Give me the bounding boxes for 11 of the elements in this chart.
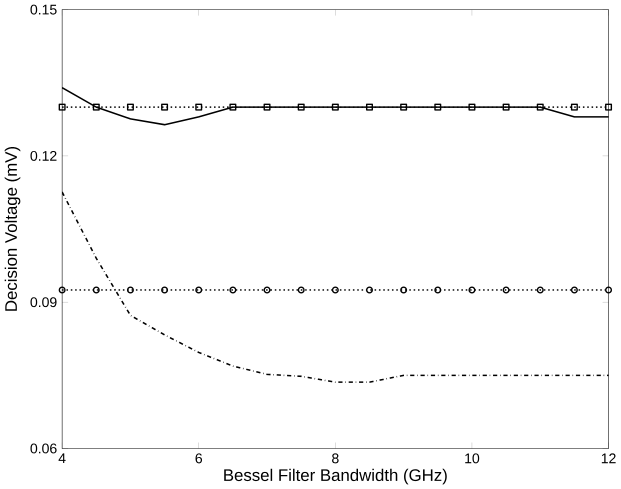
y-tick-label: 0.15 <box>30 4 57 15</box>
x-tick-label: 6 <box>196 453 202 464</box>
x-tick-label: 8 <box>332 453 339 464</box>
x-tick-label: 10 <box>465 453 480 464</box>
x-tick-label: 4 <box>58 453 66 464</box>
y-tick-label: 0.12 <box>30 150 56 161</box>
y-tick-label: 0.09 <box>30 297 57 308</box>
x-tick-label: 12 <box>602 453 616 464</box>
x-axis-title: Bessel Filter Bandwidth (GHz) <box>224 468 447 484</box>
y-axis-title: Decision Voltage (mV) <box>4 147 20 311</box>
y-tick-label: 0.06 <box>30 443 57 454</box>
